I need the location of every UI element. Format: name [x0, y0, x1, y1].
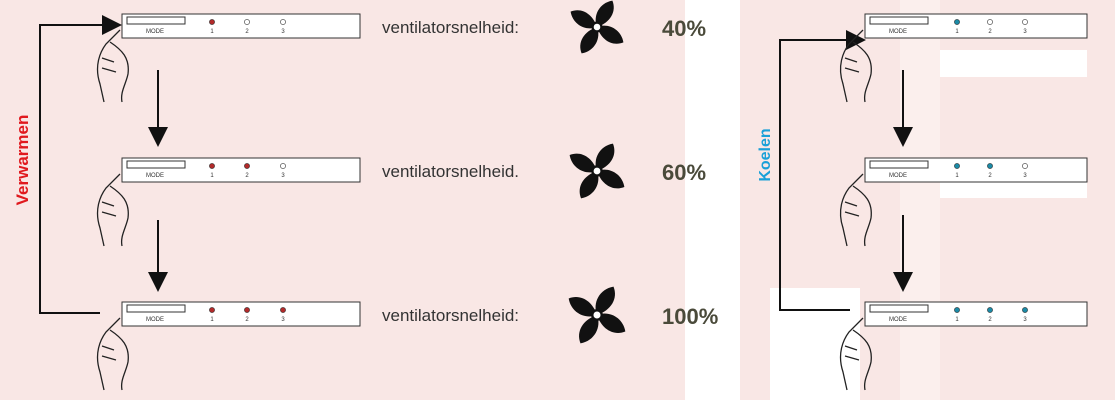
mode-text: MODE	[889, 29, 907, 35]
bg-stripe	[770, 288, 820, 400]
led	[987, 307, 992, 312]
mode-text: MODE	[146, 29, 164, 35]
mode-text: MODE	[146, 173, 164, 179]
speed-label: ventilatorsnelheid:	[382, 306, 519, 325]
speed-value: 60%	[662, 160, 706, 185]
led	[209, 163, 214, 168]
fan-hub	[592, 310, 601, 319]
mode-label: Koelen	[757, 128, 774, 181]
speed-label: ventilatorsnelheid.	[382, 162, 519, 181]
mode-slot	[127, 161, 185, 168]
speed-label: ventilatorsnelheid:	[382, 18, 519, 37]
led	[244, 19, 249, 24]
led	[987, 19, 992, 24]
page: Verwarmen Koelen MODE123ventilatorsnelhe…	[0, 0, 1115, 400]
led	[280, 19, 285, 24]
led	[954, 19, 959, 24]
led	[209, 307, 214, 312]
led	[954, 307, 959, 312]
mode-slot	[870, 17, 928, 24]
fan-hub	[592, 166, 601, 175]
speed-value: 40%	[662, 16, 706, 41]
mode-text: MODE	[146, 317, 164, 323]
mode-slot	[127, 17, 185, 24]
mode-slot	[870, 161, 928, 168]
led	[244, 307, 249, 312]
mode-label: Verwarmen	[13, 115, 32, 206]
mode-text: MODE	[889, 173, 907, 179]
mode-slot	[870, 305, 928, 312]
led	[1022, 163, 1027, 168]
fan-hub	[593, 23, 602, 32]
led	[1022, 19, 1027, 24]
mode-text: MODE	[889, 317, 907, 323]
led	[987, 163, 992, 168]
led	[954, 163, 959, 168]
led	[280, 307, 285, 312]
bg-stripe	[900, 0, 940, 400]
led	[209, 19, 214, 24]
mode-slot	[127, 305, 185, 312]
led	[244, 163, 249, 168]
led	[1022, 307, 1027, 312]
diagram: Verwarmen Koelen MODE123ventilatorsnelhe…	[0, 0, 1115, 400]
speed-value: 100%	[662, 304, 718, 329]
bg-stripe	[820, 288, 860, 400]
bg-patch	[940, 50, 1087, 77]
led	[280, 163, 285, 168]
